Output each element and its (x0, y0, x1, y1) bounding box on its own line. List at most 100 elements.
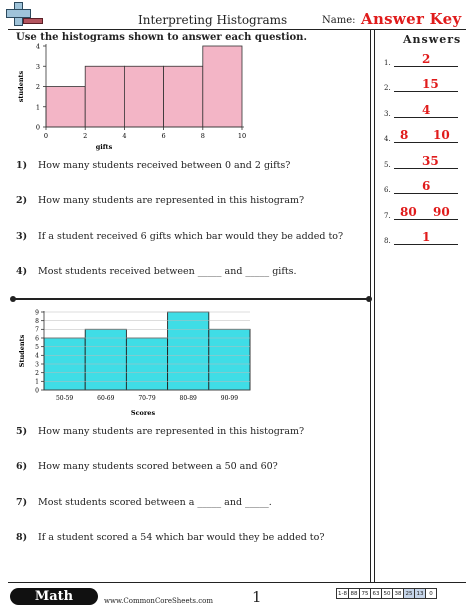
histogram2-y-tick: 2 (35, 370, 39, 377)
answer-row: 3. 4 (384, 103, 464, 118)
answer-key-label: Answer Key (361, 10, 462, 28)
answer-row: 7. 80 90 (384, 205, 464, 220)
histogram1-y-tick: 2 (36, 83, 40, 91)
worksheet-title: Interpreting Histograms (138, 13, 288, 27)
question-text: How many students scored between a 50 an… (38, 461, 278, 472)
answer-row: 5. 35 (384, 154, 464, 169)
column-divider (370, 29, 371, 582)
answer-number: 6. (384, 186, 391, 194)
histogram2-bar (84, 328, 127, 391)
answer-value: 10 (433, 128, 450, 142)
section-divider (14, 298, 370, 300)
question-number: 1) (16, 160, 28, 171)
histogram2-bar (208, 328, 251, 391)
score-cell: 88 (347, 588, 360, 599)
score-cell: 50 (380, 588, 393, 599)
section-divider-dot-right (366, 296, 372, 302)
histogram1-x-tick: 10 (238, 132, 246, 140)
answer-row: 2. 15 (384, 77, 464, 92)
answer-value: 80 (400, 205, 417, 219)
answer-number: 1. (384, 59, 391, 67)
question-number: 2) (16, 195, 28, 206)
answer-value: 35 (422, 154, 439, 168)
histogram2-y-tick: 4 (35, 353, 39, 360)
answer-value: 8 (400, 128, 409, 142)
answer-value: 15 (422, 77, 439, 91)
histogram2-y-tick: 7 (35, 327, 39, 334)
histogram2-y-tick: 3 (35, 361, 39, 368)
answer-value: 4 (422, 103, 431, 117)
histogram1-y-tick: 1 (36, 103, 40, 111)
score-cell: 0 (424, 588, 437, 599)
answer-line (394, 91, 458, 92)
answer-value: 90 (433, 205, 450, 219)
answer-line (394, 193, 458, 194)
histogram2-y-tick: 0 (35, 387, 39, 394)
answer-value: 6 (422, 179, 431, 193)
histogram1-x-tick: 6 (162, 132, 166, 140)
score-table: 1-8 88 75 63 50 38 25 13 0 (336, 588, 437, 599)
histogram1-xlabel: gifts (96, 143, 113, 151)
histogram1-bar (45, 86, 86, 128)
histogram1-y-tick: 4 (36, 43, 40, 51)
question-number: 3) (16, 231, 28, 242)
answer-value: 1 (422, 230, 431, 244)
histogram1-bar (202, 45, 243, 128)
histogram2-y-tick: 9 (35, 309, 39, 316)
answer-row: 1. 2 (384, 52, 464, 67)
histogram2-y-tick: 5 (35, 344, 39, 351)
answer-line (394, 168, 458, 169)
answer-number: 5. (384, 161, 391, 169)
histogram2-y-tick: 1 (35, 379, 39, 386)
histogram2-x-tick: 70-79 (138, 395, 155, 402)
question-text: How many students are represented in thi… (38, 195, 305, 206)
histogram2-xlabel: Scores (131, 409, 156, 417)
answer-line (394, 244, 458, 245)
histogram1-y-tick: 0 (36, 124, 40, 132)
histogram2-bar (167, 311, 210, 391)
answer-row: 8. 1 (384, 230, 464, 245)
score-cell: 63 (369, 588, 382, 599)
score-cell: 38 (391, 588, 404, 599)
logo (6, 2, 44, 28)
histogram1-y-tick: 3 (36, 63, 40, 71)
answer-number: 2. (384, 84, 391, 92)
column-divider-2 (374, 29, 375, 582)
histogram-scores: 01 2 34 5 67 8 9 50-59 60-69 70-79 80-89 90-99 Score… (18, 309, 251, 417)
question-number: 5) (16, 426, 28, 437)
site-url: www.CommonCoreSheets.com (104, 597, 213, 605)
logo-plus-horizontal (6, 9, 31, 18)
answer-line (394, 66, 458, 67)
answer-value: 2 (422, 52, 431, 66)
answer-number: 7. (384, 212, 391, 220)
histogram2-x-tick: 80-89 (180, 395, 197, 402)
answer-row: 6. 6 (384, 179, 464, 194)
question-text: Most students received between _____ and… (38, 266, 297, 277)
histogram1-bar (163, 65, 204, 128)
subject-badge: Math (10, 588, 98, 605)
answer-line (394, 117, 458, 118)
footer-rule (8, 582, 466, 583)
section-divider-dot-left (10, 296, 16, 302)
histogram1-x-tick: 2 (83, 132, 87, 140)
histogram2-x-tick: 50-59 (56, 395, 73, 402)
answer-line (394, 219, 458, 220)
page-number: 1 (252, 588, 262, 606)
histogram1-bar (124, 65, 165, 128)
header-rule (8, 29, 466, 30)
histogram2-x-tick: 90-99 (221, 395, 238, 402)
score-cell: 75 (358, 588, 371, 599)
score-cell: 13 (413, 588, 426, 599)
histogram1-ylabel: students (17, 70, 25, 102)
question-text: Most students scored between a _____ and… (38, 497, 272, 508)
question-number: 6) (16, 461, 28, 472)
question-text: How many students received between 0 and… (38, 160, 291, 171)
answer-number: 3. (384, 110, 391, 118)
answer-number: 8. (384, 237, 391, 245)
question-text: If a student received 6 gifts which bar … (38, 231, 344, 242)
histogram2-y-tick: 8 (35, 318, 39, 325)
histogram1-x-tick: 4 (122, 132, 126, 140)
question-number: 4) (16, 266, 28, 277)
question-text: If a student scored a 54 which bar would… (38, 532, 325, 543)
logo-bar (23, 18, 43, 24)
